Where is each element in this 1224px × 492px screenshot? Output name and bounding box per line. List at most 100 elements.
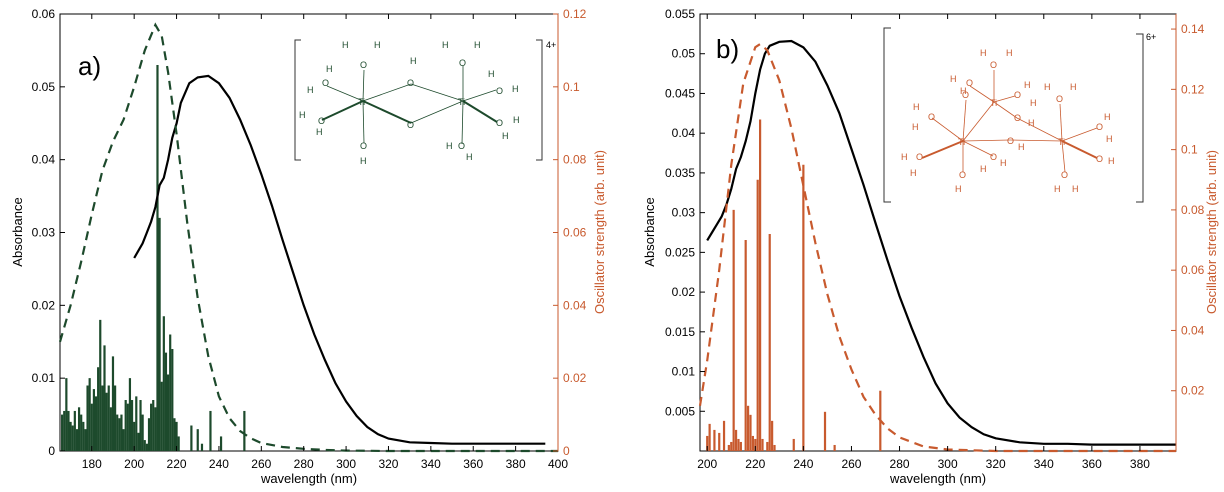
molecule-inset-b: 6+ Ti Ti xyxy=(883,27,1156,203)
h-atom: H xyxy=(360,156,367,166)
y-right-tick-label: 0.12 xyxy=(563,7,587,21)
o-atom: O xyxy=(990,152,997,162)
h-atom: H xyxy=(1054,184,1061,194)
h-atom: H xyxy=(960,86,967,96)
h-atom: H xyxy=(1070,82,1077,92)
x-tick-label: 360 xyxy=(1082,457,1102,471)
x-tick-label: 320 xyxy=(986,457,1006,471)
h-atom: H xyxy=(910,168,917,178)
o-atom: O xyxy=(322,78,329,88)
y-right-tick-label: 0.06 xyxy=(563,226,587,240)
h-atom: H xyxy=(980,48,987,58)
o-atom: O xyxy=(1061,170,1068,180)
y-right-tick-label: 0.1 xyxy=(1181,143,1198,157)
y-left-tick-label: 0.04 xyxy=(32,153,56,167)
o-atom: O xyxy=(928,112,935,122)
y-right-axis-ticks: 0.02 0.04 0.06 0.08 0.1 0.12 0.14 xyxy=(1171,22,1205,398)
charge-label: 4+ xyxy=(546,40,556,50)
o-atom: O xyxy=(459,58,466,68)
h-atom: H xyxy=(466,152,473,162)
x-tick-label: 360 xyxy=(463,457,483,471)
panel-a-chart: 180 200 220 240 260 280 300 320 340 360 380 400 0 0.… xyxy=(10,7,607,486)
y-right-tick-label: 0.08 xyxy=(1181,203,1205,217)
y-left-tick-label: 0.01 xyxy=(672,365,696,379)
y-right-tick-label: 0.08 xyxy=(563,153,587,167)
h-atom: H xyxy=(374,40,381,50)
h-atom: H xyxy=(1018,142,1025,152)
o-atom: O xyxy=(1007,136,1014,146)
y-right-axis-label: Oscillator strength (arb. unit) xyxy=(1204,150,1219,314)
y-left-tick-label: 0.05 xyxy=(32,80,56,94)
x-tick-label: 240 xyxy=(793,457,813,471)
y-left-tick-label: 0.045 xyxy=(665,86,695,100)
y-right-axis-label: Oscillator strength (arb. unit) xyxy=(592,150,607,314)
x-tick-label: 280 xyxy=(890,457,910,471)
h-atom: H xyxy=(326,64,333,74)
plot-frame xyxy=(59,13,559,452)
x-tick-label: 300 xyxy=(336,457,356,471)
x-tick-label: 260 xyxy=(251,457,271,471)
panel-b-chart: 200 220 240 260 280 300 320 340 360 380 0.005 0.01… xyxy=(642,7,1219,486)
y-left-tick-label: 0.03 xyxy=(672,206,696,220)
measured-absorbance-line xyxy=(706,39,1176,446)
x-tick-label: 220 xyxy=(745,457,765,471)
measured-absorbance-line xyxy=(133,74,546,445)
x-axis-ticks: 180 200 220 240 260 280 300 320 340 360 380 400 xyxy=(82,14,568,471)
h-atom: H xyxy=(1108,156,1115,166)
x-tick-label: 200 xyxy=(697,457,717,471)
x-axis-label: wavelength (nm) xyxy=(889,471,986,486)
h-atom: H xyxy=(1104,112,1111,122)
h-atom: H xyxy=(342,40,349,50)
o-atom: O xyxy=(962,90,969,100)
panel-label: b) xyxy=(716,34,739,64)
y-right-tick-label: 0.06 xyxy=(1181,263,1205,277)
h-atom: H xyxy=(950,74,957,84)
o-atom: O xyxy=(990,60,997,70)
o-atom: O xyxy=(1096,122,1103,132)
ti-atom: Ti xyxy=(990,98,997,108)
x-tick-label: 280 xyxy=(294,457,314,471)
charge-label: 6+ xyxy=(1146,32,1156,42)
x-tick-label: 380 xyxy=(506,457,526,471)
h-atom: H xyxy=(513,115,520,125)
y-left-tick-label: 0.055 xyxy=(665,7,695,21)
h-atom: H xyxy=(901,152,908,162)
y-right-tick-label: 0.1 xyxy=(563,80,580,94)
x-tick-label: 260 xyxy=(841,457,861,471)
x-tick-label: 180 xyxy=(82,457,102,471)
h-atom: H xyxy=(502,131,509,141)
y-left-axis-label: Absorbance xyxy=(642,197,657,266)
h-atom: H xyxy=(410,56,417,66)
h-atom: H xyxy=(442,40,449,50)
o-atom: O xyxy=(318,116,325,126)
x-tick-label: 200 xyxy=(124,457,144,471)
x-tick-label: 320 xyxy=(378,457,398,471)
panel-label: a) xyxy=(78,51,101,81)
x-tick-label: 340 xyxy=(421,457,441,471)
y-left-tick-label: 0.02 xyxy=(32,298,56,312)
y-left-tick-label: 0.035 xyxy=(665,166,695,180)
h-atom: H xyxy=(488,69,495,79)
y-right-tick-label: 0.14 xyxy=(1181,22,1205,36)
x-tick-label: 400 xyxy=(548,457,568,471)
h-atom: H xyxy=(913,102,920,112)
y-left-axis-ticks: 0.005 0.01 0.015 0.02 0.025 0.03 0.035 0.04 0.04… xyxy=(665,7,705,418)
o-atom: O xyxy=(360,141,367,151)
o-atom: O xyxy=(916,152,923,162)
y-left-tick-label: 0.01 xyxy=(32,371,56,385)
h-atom: H xyxy=(980,164,987,174)
y-right-tick-label: 0.02 xyxy=(1181,384,1205,398)
h-atom: H xyxy=(1006,48,1013,58)
y-left-tick-label: 0.015 xyxy=(665,325,695,339)
bracket-left xyxy=(883,27,891,203)
oscillator-sticks xyxy=(706,119,882,451)
y-left-tick-label: 0.05 xyxy=(672,47,696,61)
y-right-tick-label: 0.12 xyxy=(1181,82,1205,96)
calculated-spectrum-line xyxy=(698,42,1176,453)
y-left-tick-label: 0.06 xyxy=(32,7,56,21)
h-atom: H xyxy=(955,184,962,194)
o-atom: O xyxy=(407,78,414,88)
h-atom: H xyxy=(1028,118,1035,128)
ti-atom: Ti xyxy=(1058,137,1065,147)
